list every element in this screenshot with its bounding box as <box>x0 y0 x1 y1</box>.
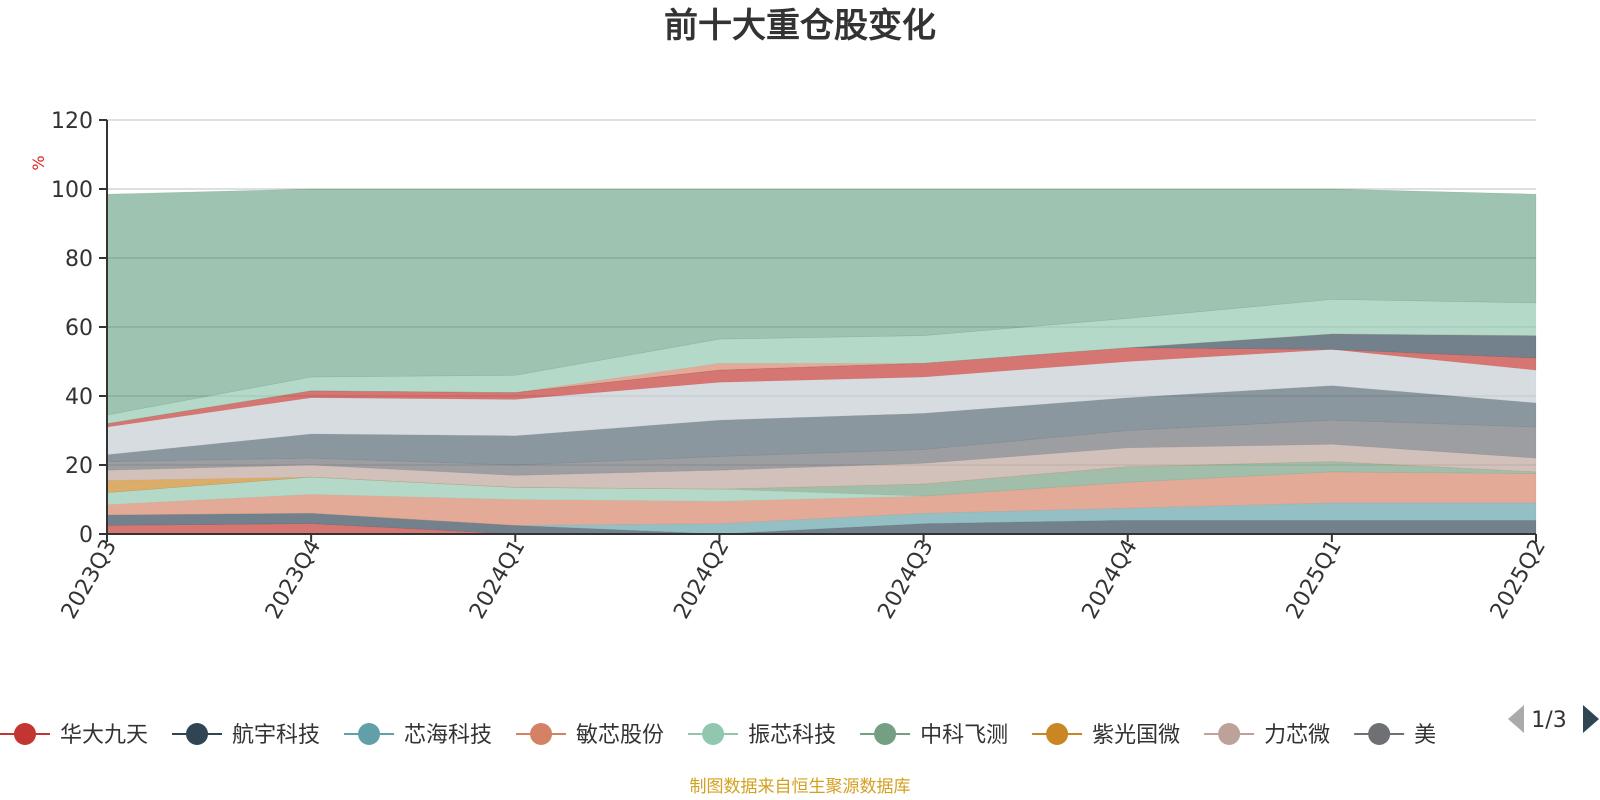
legend-item-5[interactable]: 振芯科技 <box>688 723 836 748</box>
legend-item-6[interactable]: 中科飞测 <box>860 723 1008 748</box>
legend-circle-marker <box>1046 723 1069 745</box>
legend-prev-arrow-icon[interactable] <box>1508 705 1524 733</box>
legend-circle-marker <box>186 723 209 745</box>
x-tick-label: 2024Q1 <box>465 535 530 623</box>
legend-label: 振芯科技 <box>748 723 836 748</box>
legend-label: 华大九天 <box>60 723 148 748</box>
chart-title: 前十大重仓股变化 <box>664 6 936 46</box>
legend: 华大九天 航宇科技 芯海科技 敏芯股份 振芯科技 中科飞测 紫光国微 力芯微 美 <box>0 723 1436 748</box>
y-tick-label: 20 <box>65 454 93 479</box>
legend-circle-marker <box>358 723 381 745</box>
legend-circle-marker <box>874 723 897 745</box>
y-tick-label: 100 <box>51 178 93 203</box>
legend-label: 敏芯股份 <box>576 723 664 748</box>
legend-circle-marker <box>1368 723 1391 745</box>
legend-circle-marker <box>530 723 553 745</box>
legend-item-8[interactable]: 力芯微 <box>1204 723 1330 748</box>
x-tick-label: 2024Q3 <box>873 535 938 623</box>
y-tick-label: 80 <box>65 247 93 272</box>
area-series-layer <box>106 188 1537 535</box>
legend-label: 芯海科技 <box>404 723 492 748</box>
legend-item-9[interactable]: 美 <box>1354 723 1436 748</box>
y-tick-label: 0 <box>79 523 93 548</box>
legend-label: 中科飞测 <box>920 723 1008 748</box>
area-series-12 <box>106 347 1537 428</box>
x-tick-label: 2024Q4 <box>1078 535 1143 623</box>
area-series-5 <box>106 471 1537 505</box>
legend-label: 航宇科技 <box>232 723 320 748</box>
area-series-6 <box>106 461 1537 497</box>
legend-circle-marker <box>1218 723 1241 745</box>
legend-pager: 1/3 <box>1508 705 1599 733</box>
legend-item-3[interactable]: 芯海科技 <box>344 723 492 748</box>
x-tick-label: 2025Q1 <box>1282 535 1347 623</box>
legend-label: 美 <box>1414 723 1436 748</box>
area-series-16 <box>106 188 1537 416</box>
y-tick-label: 120 <box>51 109 93 134</box>
y-tick-label: 60 <box>65 316 93 341</box>
legend-label: 紫光国微 <box>1092 723 1180 748</box>
x-tick-label: 2023Q4 <box>261 535 326 623</box>
legend-page-indicator: 1/3 <box>1531 708 1566 733</box>
legend-circle-marker <box>14 723 36 745</box>
y-axis-label: % <box>29 155 48 170</box>
x-tick-label: 2023Q3 <box>57 535 122 623</box>
legend-item-1[interactable]: 华大九天 <box>0 723 148 748</box>
legend-next-arrow-icon[interactable] <box>1583 705 1599 733</box>
x-tick-label: 2025Q2 <box>1486 535 1551 623</box>
area-series-15 <box>106 299 1537 424</box>
legend-item-2[interactable]: 航宇科技 <box>172 723 320 748</box>
legend-circle-marker <box>702 723 725 745</box>
legend-label: 力芯微 <box>1264 723 1330 748</box>
legend-item-4[interactable]: 敏芯股份 <box>516 723 664 748</box>
x-tick-label: 2024Q2 <box>669 535 734 623</box>
footer-source-note: 制图数据来自恒生聚源数据库 <box>690 777 911 797</box>
legend-item-7[interactable]: 紫光国微 <box>1032 723 1180 748</box>
y-tick-label: 40 <box>65 385 93 410</box>
